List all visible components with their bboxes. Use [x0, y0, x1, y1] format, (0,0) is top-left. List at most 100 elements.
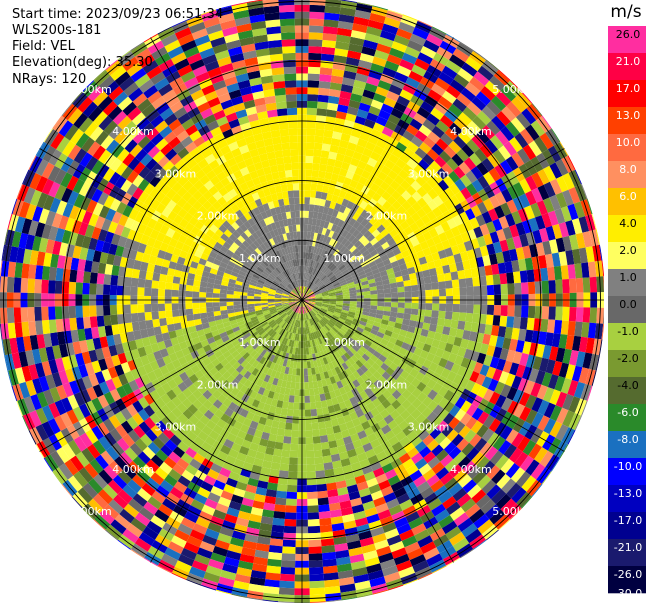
velocity-gate	[304, 258, 308, 266]
velocity-gate	[541, 212, 553, 228]
velocity-gate	[345, 223, 353, 233]
velocity-gate	[334, 225, 342, 234]
velocity-gate	[432, 355, 442, 365]
velocity-gate	[307, 304, 313, 309]
velocity-gate	[540, 318, 549, 333]
velocity-gate	[455, 328, 464, 339]
velocity-gate	[531, 397, 543, 413]
velocity-gate	[422, 468, 436, 482]
velocity-gate	[355, 359, 364, 368]
velocity-gate	[484, 265, 493, 276]
velocity-gate	[383, 571, 401, 584]
velocity-gate	[440, 368, 451, 379]
velocity-gate	[192, 291, 200, 298]
velocity-gate	[323, 413, 331, 422]
velocity-gate	[384, 159, 396, 170]
velocity-gate	[441, 350, 451, 361]
velocity-gate	[522, 366, 533, 381]
velocity-gate	[363, 194, 372, 204]
velocity-gate	[275, 497, 287, 506]
velocity-gate	[454, 178, 467, 192]
velocity-gate	[372, 533, 387, 544]
velocity-gate	[337, 570, 354, 580]
velocity-gate	[376, 366, 386, 376]
velocity-gate	[572, 335, 582, 352]
velocity-gate	[103, 284, 111, 295]
velocity-gate	[319, 393, 326, 402]
velocity-gate	[323, 259, 330, 267]
velocity-gate	[178, 309, 187, 317]
velocity-gate	[357, 452, 368, 462]
velocity-gate	[315, 295, 323, 298]
velocity-gate	[505, 156, 519, 171]
velocity-gate	[431, 444, 444, 457]
velocity-gate	[309, 566, 324, 575]
velocity-gate	[525, 231, 536, 246]
velocity-gate	[375, 233, 384, 242]
velocity-gate	[516, 112, 531, 129]
velocity-gate	[329, 303, 336, 307]
velocity-gate	[316, 313, 323, 319]
velocity-gate	[373, 211, 383, 221]
velocity-gate	[325, 348, 332, 356]
velocity-gate	[368, 520, 383, 531]
velocity-gate	[524, 257, 534, 271]
velocity-gate	[319, 524, 333, 533]
velocity-gate	[383, 414, 394, 425]
velocity-gate	[441, 162, 454, 176]
velocity-gate	[463, 368, 474, 380]
velocity-gate	[492, 218, 503, 232]
velocity-gate	[338, 386, 347, 396]
velocity-gate	[391, 190, 402, 201]
velocity-gate	[343, 301, 350, 304]
velocity-gate	[336, 27, 352, 37]
velocity-gate	[308, 303, 315, 307]
velocity-gate	[306, 457, 315, 465]
velocity-gate	[307, 326, 310, 334]
velocity-gate	[354, 352, 362, 360]
velocity-gate	[306, 289, 311, 295]
velocity-gate	[233, 294, 241, 299]
velocity-gate	[345, 57, 360, 67]
velocity-gate	[568, 307, 577, 322]
velocity-gate	[307, 281, 312, 288]
velocity-gate	[322, 33, 337, 42]
velocity-gate	[351, 273, 360, 279]
velocity-gate	[331, 360, 338, 369]
velocity-gate	[313, 316, 319, 323]
velocity-gate	[389, 228, 399, 238]
velocity-gate	[378, 456, 391, 468]
velocity-gate	[549, 162, 563, 179]
velocity-gate	[477, 65, 494, 81]
velocity-gate	[562, 410, 575, 428]
velocity-gate	[317, 414, 325, 423]
velocity-gate	[406, 393, 417, 404]
velocity-gate	[346, 349, 354, 358]
velocity-gate	[410, 237, 420, 247]
velocity-gate	[395, 252, 404, 261]
velocity-gate	[306, 142, 315, 150]
velocity-gate	[303, 224, 308, 232]
velocity-gate	[518, 328, 527, 342]
velocity-gate	[410, 212, 421, 223]
velocity-gate	[378, 36, 394, 48]
velocity-gate	[392, 344, 402, 353]
velocity-gate	[413, 475, 427, 488]
velocity-gate	[431, 251, 441, 261]
velocity-gate	[310, 310, 317, 316]
velocity-gate	[344, 273, 352, 280]
velocity-gate	[366, 563, 382, 574]
velocity-gate	[307, 87, 319, 95]
velocity-gate	[343, 384, 352, 393]
velocity-gate	[307, 273, 312, 281]
velocity-gate	[578, 336, 588, 353]
velocity-gate	[516, 471, 531, 488]
velocity-gate	[452, 487, 467, 502]
velocity-gate	[470, 267, 479, 278]
velocity-gate	[469, 217, 480, 230]
velocity-gate	[377, 418, 388, 429]
velocity-gate	[316, 359, 322, 367]
velocity-gate	[349, 179, 359, 189]
velocity-gate	[319, 428, 327, 437]
velocity-gate	[310, 246, 315, 254]
